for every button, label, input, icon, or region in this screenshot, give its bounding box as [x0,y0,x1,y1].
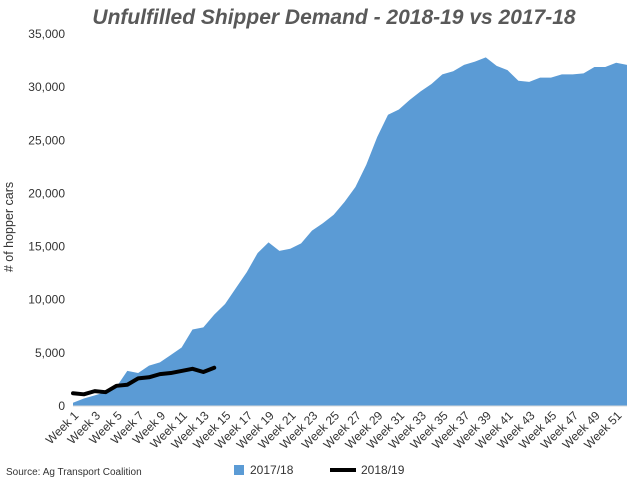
data-point-2017-18-week-23 [310,229,313,232]
data-point-2017-18-week-22 [300,242,303,245]
data-point-2017-18-week-46 [560,73,563,76]
data-point-2017-18-week-9 [158,361,161,364]
line-series-2018-19 [71,365,217,397]
data-point-2017-18-week-10 [169,353,172,356]
legend-swatch-2017-18 [234,465,244,475]
data-point-2017-18-week-18 [256,251,259,254]
data-point-2018-19-week-7 [137,377,140,380]
area-series-2017-18 [73,57,627,406]
data-point-2017-18-week-19 [267,241,270,244]
data-point-2017-18-week-43 [528,80,531,83]
data-point-2018-19-week-8 [148,376,151,379]
data-point-2018-19-week-11 [180,369,183,372]
data-point-2017-18-week-15 [224,302,227,305]
data-point-2018-19-week-13 [202,370,205,373]
data-point-2017-18-week-25 [332,213,335,216]
data-point-2017-18-week-14 [213,313,216,316]
plot-area [71,56,629,407]
data-point-2017-18-week-41 [506,69,509,72]
data-point-2017-18-week-2 [82,397,85,400]
data-point-2017-18-week-3 [93,394,96,397]
legend: 2017/18 2018/19 [234,463,405,477]
data-point-2017-18-week-1 [72,401,75,404]
data-point-2017-18-week-40 [495,64,498,67]
data-point-2018-19-week-1 [72,392,75,395]
y-tick-label: 20,000 [28,186,65,200]
data-point-2018-19-week-3 [93,390,96,393]
data-point-2017-18-week-20 [278,249,281,252]
data-point-2017-18-week-38 [473,60,476,63]
data-point-2017-18-week-34 [430,82,433,85]
data-point-2018-19-week-6 [126,383,129,386]
y-tick-label: 5,000 [35,346,65,360]
data-point-2017-18-week-51 [615,61,618,64]
data-point-2017-18-week-31 [397,108,400,111]
data-point-2017-18-week-24 [321,222,324,225]
data-point-2017-18-week-28 [365,163,368,166]
data-point-2017-18-week-16 [234,287,237,290]
data-point-2017-18-week-52 [626,63,629,66]
data-point-2017-18-week-47 [571,73,574,76]
legend-label-2018-19: 2018/19 [361,463,405,477]
y-tick-label: 25,000 [28,133,65,147]
data-point-2018-19-week-10 [169,372,172,375]
data-point-2018-19-week-5 [115,384,118,387]
data-point-2018-19-week-14 [213,366,216,369]
y-tick-label: 30,000 [28,80,65,94]
y-tick-label: 15,000 [28,240,65,254]
y-tick-label: 10,000 [28,293,65,307]
data-point-2017-18-week-32 [408,98,411,101]
data-point-2017-18-week-29 [376,136,379,139]
data-point-2017-18-week-13 [202,326,205,329]
data-point-2017-18-week-42 [517,79,520,82]
data-point-2017-18-week-30 [387,113,390,116]
data-point-2017-18-week-27 [354,186,357,189]
y-axis: 0 5,000 10,000 15,000 20,000 25,000 30,000 35,0… [28,27,65,413]
data-point-2018-19-week-9 [158,373,161,376]
y-tick-label: 0 [58,399,65,413]
data-point-2017-18-week-49 [593,65,596,68]
data-point-2017-18-week-37 [463,63,466,66]
source-note: Source: Ag Transport Coalition [6,467,142,478]
data-point-2017-18-week-11 [180,346,183,349]
y-axis-title: # of hopper cars [2,182,16,272]
data-point-2017-18-week-39 [484,56,487,59]
data-point-2017-18-week-6 [126,369,129,372]
data-point-2017-18-week-45 [549,76,552,79]
data-point-2017-18-week-50 [604,65,607,68]
data-point-2017-18-week-26 [343,200,346,203]
data-point-2017-18-week-8 [148,364,151,367]
data-point-2018-19-week-12 [191,367,194,370]
data-point-2017-18-week-21 [289,247,292,250]
data-point-2017-18-week-44 [539,76,542,79]
data-point-2017-18-week-33 [419,90,422,93]
chart-title: Unfulfilled Shipper Demand - 2018-19 vs … [92,6,575,29]
data-point-2017-18-week-48 [582,72,585,75]
data-point-2018-19-week-4 [104,391,107,394]
data-point-2017-18-week-7 [137,372,140,375]
legend-label-2017-18: 2017/18 [250,463,294,477]
data-point-2017-18-week-17 [245,271,248,274]
y-tick-label: 35,000 [28,27,65,41]
data-point-2017-18-week-12 [191,328,194,331]
data-point-2018-19-week-2 [82,393,85,396]
data-point-2017-18-week-35 [441,73,444,76]
data-point-2017-18-week-36 [452,70,455,73]
